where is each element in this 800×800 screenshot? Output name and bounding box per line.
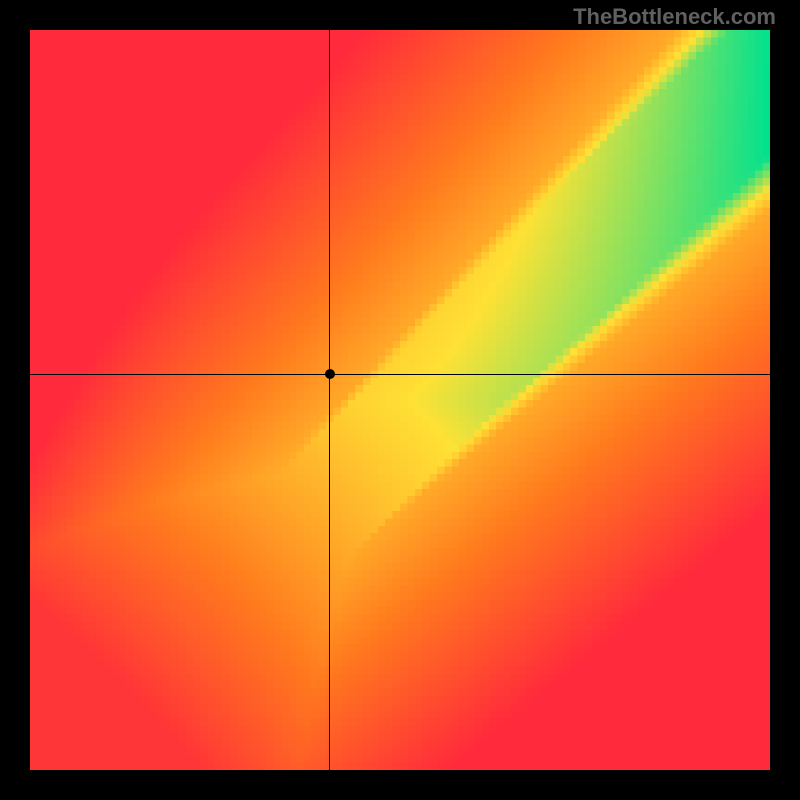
crosshair-horizontal [30, 374, 770, 375]
crosshair-dot [325, 369, 335, 379]
watermark-text: TheBottleneck.com [573, 4, 776, 30]
heatmap-canvas [30, 30, 770, 770]
plot-area [30, 30, 770, 770]
chart-frame: TheBottleneck.com [0, 0, 800, 800]
crosshair-vertical [329, 30, 330, 770]
